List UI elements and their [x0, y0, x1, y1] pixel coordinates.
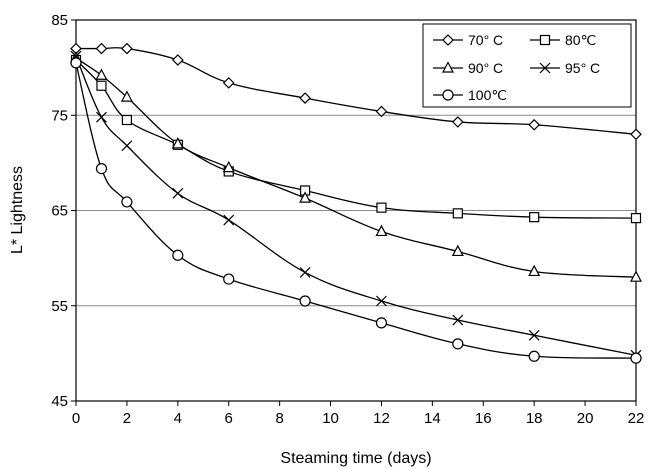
x-axis-title: Steaming time (days) — [280, 450, 431, 467]
legend-label: 80℃ — [565, 32, 596, 48]
data-point-series-3 — [528, 329, 540, 341]
x-tick-label: 12 — [373, 410, 390, 427]
data-point-series-2 — [171, 137, 184, 149]
data-point-series-2 — [528, 264, 541, 277]
data-point-series-0 — [171, 54, 184, 66]
x-axis-ticks: 0 2 4 6 8 10 12 14 16 18 20 22 — [72, 401, 645, 427]
data-point-series-0 — [222, 77, 235, 89]
data-point-series-1 — [630, 213, 642, 224]
x-tick-label: 22 — [628, 410, 645, 427]
legend-label: 95° C — [565, 60, 600, 76]
x-tick-label: 4 — [174, 410, 182, 427]
data-point-series-3 — [172, 187, 184, 199]
x-tick-label: 0 — [72, 410, 80, 427]
data-point-series-0 — [630, 128, 642, 141]
data-point-series-0 — [528, 118, 541, 131]
y-tick-label: 45 — [51, 393, 68, 410]
data-point-series-0 — [299, 92, 311, 104]
data-point-series-2 — [375, 224, 388, 237]
series-line-2 — [75, 57, 637, 278]
data-point-series-2 — [95, 68, 108, 80]
series-markers — [70, 42, 642, 364]
series-line-4 — [75, 62, 637, 359]
data-point-series-0 — [95, 42, 108, 55]
x-tick-label: 2 — [123, 410, 131, 427]
y-tick-label: 75 — [51, 107, 68, 124]
series-line-1 — [75, 59, 637, 219]
legend-marker-4 — [442, 89, 454, 101]
series-line-0 — [76, 47, 637, 135]
data-point-series-1 — [121, 114, 133, 126]
data-point-series-4 — [121, 196, 133, 208]
data-point-series-0 — [451, 116, 464, 128]
x-tick-label: 18 — [526, 410, 543, 427]
data-point-series-3 — [376, 295, 387, 307]
data-point-series-3 — [299, 266, 311, 278]
gridlines — [76, 114, 636, 307]
legend-marker-3 — [539, 62, 551, 74]
data-point-series-1 — [529, 212, 540, 223]
data-point-series-4 — [452, 338, 464, 350]
data-point-series-3 — [452, 314, 464, 326]
legend-marker-0 — [442, 34, 454, 46]
data-point-series-4 — [223, 273, 235, 285]
x-tick-label: 10 — [322, 410, 339, 427]
data-point-series-4 — [172, 249, 184, 261]
x-tick-label: 14 — [424, 410, 441, 427]
y-axis-ticks: 45 55 65 75 85 — [51, 12, 76, 410]
data-point-series-2 — [120, 90, 133, 102]
data-point-series-3 — [223, 214, 235, 226]
legend-marker-1 — [539, 34, 551, 46]
legend-label: 70° C — [468, 32, 503, 48]
data-point-series-1 — [96, 80, 107, 91]
x-tick-label: 16 — [475, 410, 492, 427]
data-point-series-2 — [299, 191, 312, 203]
data-point-series-2 — [630, 270, 642, 282]
legend: 70° C 80℃ 90° C 95° C 100℃ — [422, 23, 632, 108]
data-point-series-3 — [121, 140, 133, 152]
data-point-series-4 — [375, 317, 388, 329]
data-point-series-0 — [375, 105, 388, 118]
data-point-series-1 — [452, 208, 463, 219]
y-tick-label: 65 — [51, 203, 68, 220]
data-point-series-0 — [121, 42, 133, 55]
data-point-series-1 — [376, 202, 387, 213]
y-axis-title: L* Lightness — [9, 166, 26, 254]
series-line-3 — [75, 55, 637, 356]
y-tick-label: 55 — [51, 298, 68, 315]
data-point-series-2 — [222, 160, 235, 173]
data-point-series-2 — [451, 244, 464, 257]
legend-box — [422, 23, 632, 108]
data-point-series-4 — [299, 295, 311, 307]
legend-label: 100℃ — [468, 87, 507, 103]
data-point-series-3 — [96, 111, 107, 123]
series-lines — [75, 47, 637, 359]
data-point-series-4 — [630, 352, 642, 364]
legend-label: 90° C — [468, 60, 503, 76]
x-tick-label: 8 — [275, 410, 283, 427]
data-point-series-4 — [70, 57, 82, 69]
x-tick-label: 6 — [225, 410, 233, 427]
data-point-series-4 — [95, 162, 108, 175]
x-tick-label: 20 — [577, 410, 594, 427]
legend-marker-2 — [442, 61, 454, 73]
y-tick-label: 85 — [51, 12, 68, 29]
data-point-series-4 — [528, 350, 540, 362]
